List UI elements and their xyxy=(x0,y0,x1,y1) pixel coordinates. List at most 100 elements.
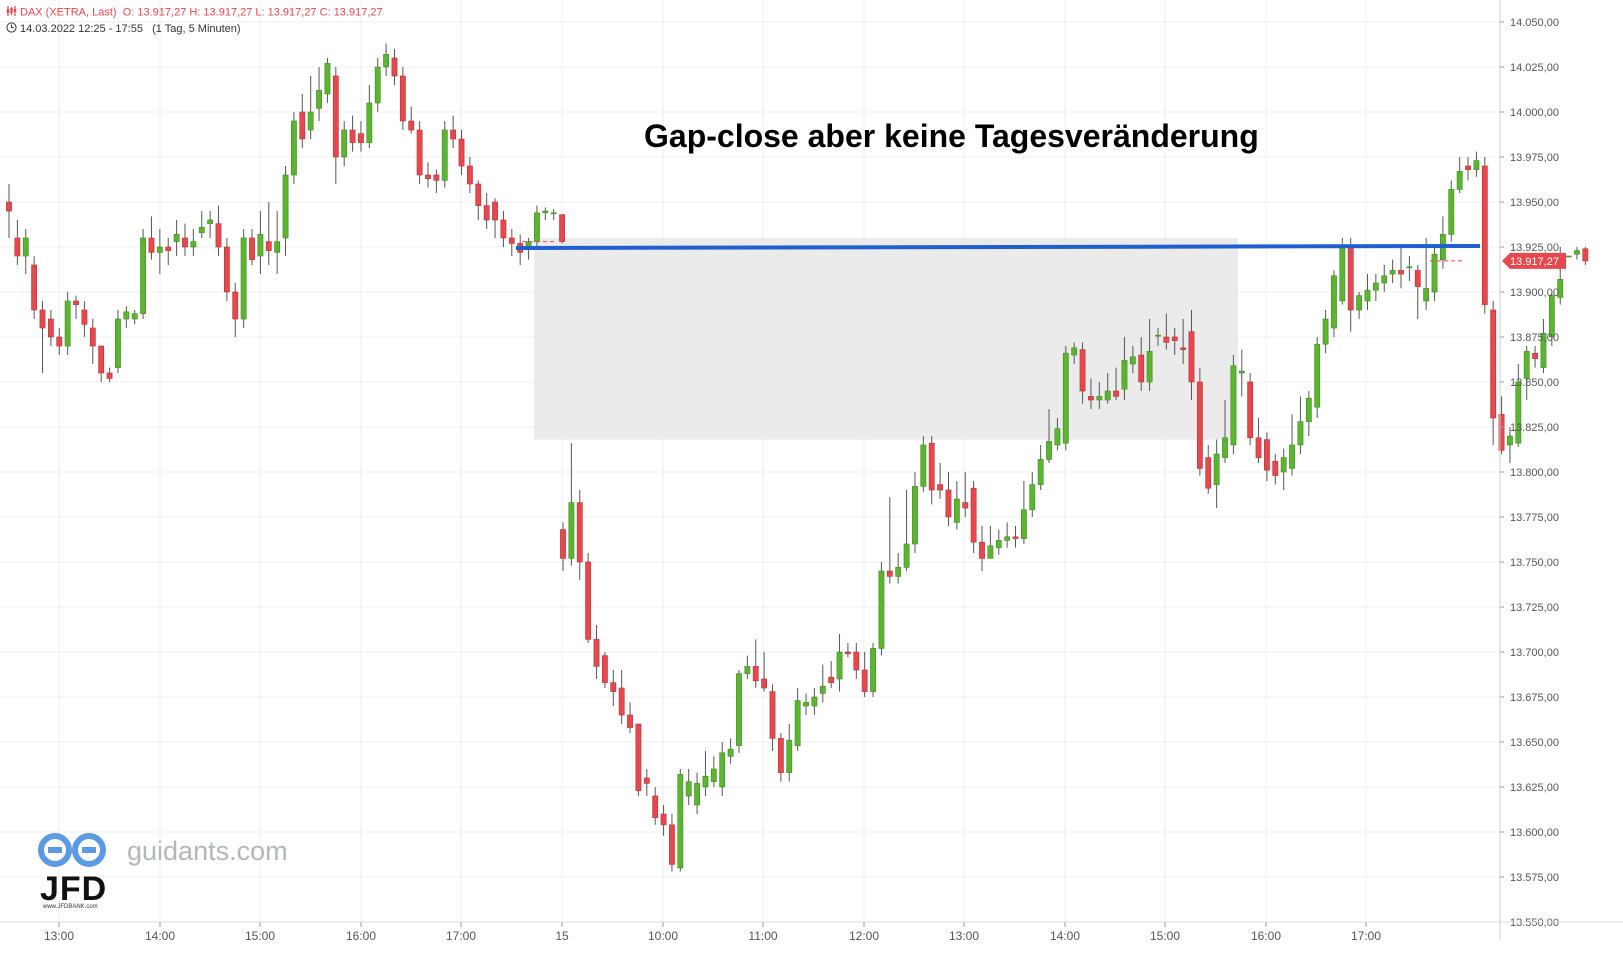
x-tick-label: 14:00 xyxy=(145,929,175,943)
candle-up xyxy=(1507,435,1513,446)
candle-up xyxy=(131,313,138,320)
x-tick-label: 12:00 xyxy=(849,929,879,943)
guidants-logo-icon xyxy=(38,831,106,874)
y-tick-label: 13.800,00 xyxy=(1510,467,1559,479)
candle-down xyxy=(1481,165,1488,305)
candle-up xyxy=(1523,351,1530,379)
candle-up xyxy=(1448,189,1455,235)
level-layer xyxy=(515,241,1481,262)
candle-down xyxy=(669,824,675,865)
candle-up xyxy=(1020,509,1027,539)
y-tick-label: 14.025,00 xyxy=(1510,62,1559,74)
candle-up xyxy=(1121,360,1128,390)
candle-up xyxy=(1540,333,1547,368)
candle-down xyxy=(853,651,860,671)
candle-up xyxy=(685,781,692,797)
candle-down xyxy=(299,111,306,140)
candle-up xyxy=(1406,266,1413,269)
candle-down xyxy=(492,201,498,221)
candle-up xyxy=(374,66,381,104)
candle-up xyxy=(1289,444,1295,469)
candle-down xyxy=(358,133,364,143)
candle-down xyxy=(165,246,172,251)
x-tick-label: 17:00 xyxy=(1351,929,1381,943)
candle-up xyxy=(744,666,751,674)
candle-up xyxy=(22,237,29,257)
candle-up xyxy=(1339,246,1346,302)
candle-down xyxy=(31,264,38,311)
candle-down xyxy=(458,138,465,167)
candle-down xyxy=(265,241,272,251)
candle-down xyxy=(945,489,952,518)
candle-down xyxy=(560,529,566,559)
last-price-tag xyxy=(1502,252,1566,269)
candle-down xyxy=(89,327,96,347)
y-tick-label: 14.050,00 xyxy=(1510,17,1559,29)
candle-down xyxy=(559,214,565,242)
y-tick-label: 13.725,00 xyxy=(1510,602,1559,614)
candle-down xyxy=(970,487,977,543)
y-tick-label: 13.600,00 xyxy=(1510,827,1559,839)
candle-up xyxy=(1096,396,1103,401)
candle-up xyxy=(1230,365,1237,446)
candle-down xyxy=(627,714,633,728)
candle-up xyxy=(794,700,801,746)
candle-up xyxy=(677,774,684,869)
candle-down xyxy=(1272,460,1279,476)
candle-up xyxy=(282,174,289,239)
candle-down xyxy=(215,223,222,248)
candle-down xyxy=(761,678,768,689)
candle-up xyxy=(1129,356,1136,365)
candle-down xyxy=(928,442,935,491)
candle-up xyxy=(1381,275,1388,284)
candle-up xyxy=(727,748,734,757)
chart-header-range: 14.03.2022 12:25 - 17:55 (1 Tag, 5 Minut… xyxy=(6,22,241,36)
candle-down xyxy=(1012,536,1019,539)
candle-up xyxy=(1515,381,1522,444)
candle-down xyxy=(1582,248,1589,262)
x-tick-label: 16:00 xyxy=(1251,929,1281,943)
candle-down xyxy=(1532,352,1538,359)
candle-down xyxy=(332,75,339,158)
candle-up xyxy=(878,570,885,649)
candle-down xyxy=(886,570,893,577)
x-tick-label: 15 xyxy=(555,929,569,943)
candle-up xyxy=(1557,279,1564,298)
candle-down xyxy=(399,75,406,122)
candle-down xyxy=(1255,437,1262,458)
candle-down xyxy=(593,639,600,667)
candle-up xyxy=(1423,288,1430,302)
candle-down xyxy=(1205,457,1212,489)
candle-up xyxy=(1029,484,1036,511)
x-tick-label: 17:00 xyxy=(446,929,476,943)
x-axis: 13:00 14:00 15:00 16:00 17:00 15 10:00 11:00 12:… xyxy=(0,921,1623,943)
candle-up xyxy=(173,234,180,242)
candle-up xyxy=(274,241,281,253)
candle-up xyxy=(64,300,71,347)
x-tick-label: 11:00 xyxy=(748,929,777,943)
candle-up xyxy=(1280,457,1287,473)
candle-down xyxy=(39,309,46,329)
candle-up xyxy=(1314,343,1321,408)
x-tick-label: 16:00 xyxy=(346,929,376,943)
candle-down xyxy=(182,237,188,248)
candle-down xyxy=(660,813,667,826)
candle-down xyxy=(450,129,457,140)
candle-up xyxy=(550,212,557,215)
candle-up xyxy=(207,219,214,224)
candle-up xyxy=(115,318,121,368)
x-tick-label: 13:00 xyxy=(949,929,979,943)
y-tick-label: 13.675,00 xyxy=(1510,692,1559,704)
clock-icon xyxy=(6,22,17,36)
candle-down xyxy=(861,669,868,692)
candle-up xyxy=(1565,255,1572,258)
y-axis: 13.550,00 13.575,00 13.600,00 13.625,00 13.6… xyxy=(1499,0,1566,940)
candle-down xyxy=(1196,381,1203,469)
candle-down xyxy=(6,201,12,212)
candle-up xyxy=(1071,347,1078,356)
candle-up xyxy=(383,54,389,68)
candle-up xyxy=(702,775,709,788)
y-tick-label: 13.650,00 xyxy=(1510,737,1559,749)
candle-down xyxy=(777,738,784,773)
candle-down xyxy=(1490,309,1497,419)
